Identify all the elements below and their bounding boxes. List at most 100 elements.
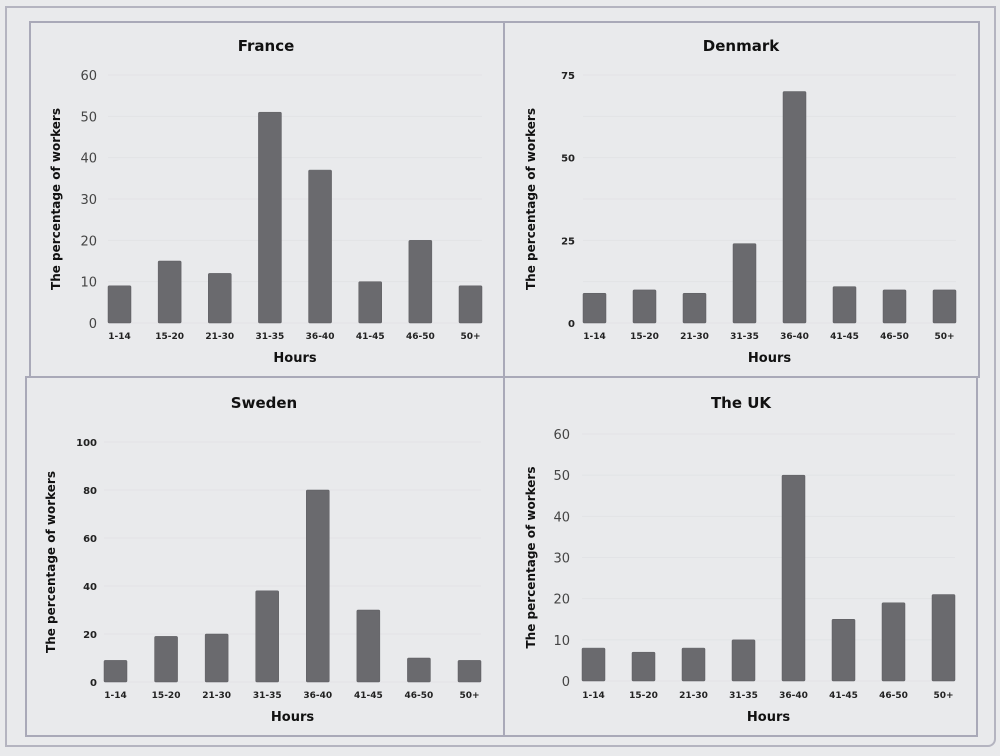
bar-21-30: [208, 273, 232, 324]
y-tick-label: 40: [80, 152, 97, 167]
x-tick-label: 50+: [934, 332, 954, 342]
x-tick-label: 46-50: [405, 691, 434, 701]
y-tick-label: 80: [83, 486, 97, 497]
bar-50-plus: [457, 660, 482, 683]
bar-46-50: [882, 289, 907, 324]
y-tick-label: 20: [553, 593, 570, 608]
x-tick-label: 41-45: [830, 332, 859, 342]
chart-title: France: [238, 37, 295, 55]
x-tick-label: 50+: [933, 691, 953, 701]
chart-denmark: Denmark 0 25 50 75 1-14 15-20 21-30 31-35 36-40 41…: [524, 37, 957, 366]
y-tick-label: 60: [553, 428, 570, 443]
y-tick-label: 25: [561, 236, 575, 247]
bar-36-40: [306, 489, 330, 683]
bar-41-45: [358, 281, 382, 324]
bar-15-20: [631, 651, 656, 682]
y-tick-label: 60: [83, 534, 97, 545]
x-axis-label: Hours: [747, 710, 790, 725]
x-tick-label: 46-50: [880, 332, 909, 342]
bar-31-35: [258, 111, 282, 324]
y-tick-label: 0: [562, 675, 570, 690]
chart-title: The UK: [711, 394, 772, 412]
x-tick-label: 41-45: [829, 691, 858, 701]
y-tick-label: 50: [80, 110, 97, 125]
bar-1-14: [103, 660, 128, 683]
x-tick-label: 15-20: [152, 691, 181, 701]
y-axis-label: The percentage of workers: [524, 467, 538, 649]
x-tick-label: 1-14: [583, 332, 606, 342]
x-tick-label: 21-30: [205, 332, 234, 342]
bar-46-50: [408, 240, 433, 324]
x-tick-label: 15-20: [629, 691, 658, 701]
x-tick-label: 41-45: [354, 691, 383, 701]
bar-31-35: [732, 243, 757, 324]
chart-title: Denmark: [703, 37, 780, 55]
y-tick-label: 30: [80, 193, 97, 208]
bar-15-20: [632, 289, 657, 324]
x-tick-label: 46-50: [879, 691, 908, 701]
x-tick-label: 31-35: [256, 332, 285, 342]
y-tick-label: 30: [553, 552, 570, 567]
y-tick-label: 20: [83, 630, 97, 641]
y-tick-label: 0: [568, 319, 575, 330]
bar-1-14: [107, 285, 132, 324]
outer-frame: [5, 6, 996, 747]
chart-the-uk: The UK 0 10 20 30 40 50 60 1-14 15-20 21-30 31-35 36…: [524, 394, 956, 725]
bar-21-30: [682, 292, 707, 324]
bar-15-20: [157, 260, 182, 324]
chart-france: France 0 10 20 30 40 50 60 1-14 15-20 21-30 31-35 36…: [49, 37, 483, 366]
x-axis-label: Hours: [271, 710, 314, 725]
x-tick-label: 36-40: [779, 691, 808, 701]
x-axis-label: Hours: [748, 351, 791, 366]
x-tick-label: 41-45: [356, 332, 385, 342]
x-tick-label: 1-14: [108, 332, 131, 342]
y-tick-label: 75: [561, 71, 575, 82]
x-tick-label: 46-50: [406, 332, 435, 342]
y-axis-label: The percentage of workers: [49, 108, 63, 290]
y-tick-label: 50: [553, 469, 570, 484]
y-tick-label: 20: [80, 234, 97, 249]
bar-41-45: [831, 619, 856, 682]
y-tick-label: 0: [90, 678, 97, 689]
x-tick-label: 36-40: [303, 691, 332, 701]
x-tick-label: 15-20: [155, 332, 184, 342]
y-tick-label: 0: [89, 317, 97, 332]
y-tick-label: 40: [553, 510, 570, 525]
bar-36-40: [782, 91, 807, 324]
bar-36-40: [781, 474, 806, 682]
chart-title: Sweden: [231, 394, 297, 412]
x-tick-label: 36-40: [780, 332, 809, 342]
y-tick-label: 60: [80, 69, 97, 84]
chart-panel-uk: [503, 376, 978, 737]
bar-50-plus: [458, 285, 483, 324]
x-tick-label: 1-14: [104, 691, 127, 701]
bar-21-30: [204, 633, 229, 683]
bar-46-50: [407, 657, 431, 683]
y-tick-label: 10: [80, 276, 97, 291]
bar-15-20: [154, 636, 178, 683]
x-tick-label: 1-14: [582, 691, 605, 701]
x-tick-label: 31-35: [253, 691, 282, 701]
bar-41-45: [356, 609, 381, 683]
x-tick-label: 21-30: [679, 691, 708, 701]
x-tick-label: 31-35: [729, 691, 758, 701]
x-tick-label: 50+: [460, 332, 480, 342]
bar-1-14: [582, 292, 607, 324]
x-tick-label: 36-40: [306, 332, 335, 342]
x-tick-label: 15-20: [630, 332, 659, 342]
x-tick-label: 21-30: [202, 691, 231, 701]
y-tick-label: 100: [76, 438, 97, 449]
bar-46-50: [881, 602, 906, 682]
bar-50-plus: [932, 289, 957, 324]
y-tick-label: 40: [83, 582, 97, 593]
bar-41-45: [832, 286, 857, 324]
bar-31-35: [731, 639, 756, 682]
bar-31-35: [255, 590, 279, 683]
chart-sweden: Sweden 0 20 40 60 80 100 1-14 15-20 21-30 31-35 36-…: [44, 394, 482, 725]
x-axis-label: Hours: [273, 351, 316, 366]
bar-1-14: [581, 647, 606, 682]
bar-50-plus: [931, 594, 956, 682]
y-tick-label: 50: [561, 154, 575, 165]
bar-21-30: [681, 647, 706, 682]
